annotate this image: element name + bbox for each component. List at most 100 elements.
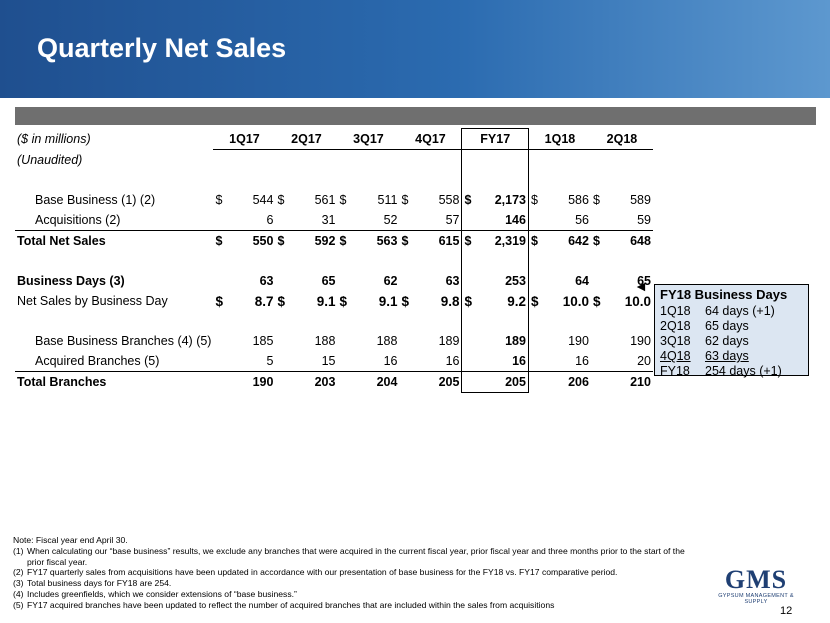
dollar-sign: $ bbox=[592, 234, 600, 248]
callout-title: FY18 Business Days bbox=[660, 287, 788, 302]
footnote-text: Includes greenfields, which we consider … bbox=[27, 588, 297, 599]
cell-value: 563 bbox=[376, 234, 398, 248]
cell-value: 10.0 bbox=[624, 293, 651, 309]
cell-value: 56 bbox=[575, 213, 589, 227]
cell-value: 9.8 bbox=[440, 293, 460, 309]
row-label: Net Sales by Business Day bbox=[17, 294, 168, 308]
table-row: Acquisitions (2) 6 31 52 57 146 56 59 bbox=[15, 210, 653, 231]
footnotes: Note: Fiscal year end April 30. (1) When … bbox=[13, 535, 703, 611]
row-label: Acquisitions (2) bbox=[35, 213, 121, 227]
dollar-sign: $ bbox=[401, 193, 409, 207]
cell-value: 9.1 bbox=[316, 293, 336, 309]
callout-quarter: 3Q18 bbox=[660, 334, 691, 348]
cell-value: 5 bbox=[266, 354, 274, 368]
cell-value: 642 bbox=[568, 234, 589, 248]
cell-value: 210 bbox=[630, 375, 651, 390]
cell-value: 203 bbox=[314, 375, 336, 390]
logo-wordmark: GMS bbox=[724, 565, 788, 594]
row-label: Base Business Branches (4) (5) bbox=[35, 334, 212, 348]
callout-row: FY18 254 days (+1) bbox=[660, 364, 803, 379]
row-label: Acquired Branches (5) bbox=[35, 354, 160, 368]
callout-quarter: 1Q18 bbox=[660, 304, 691, 318]
page-number: 12 bbox=[780, 605, 793, 617]
callout-days: 64 days (+1) bbox=[705, 304, 775, 318]
dollar-sign: $ bbox=[530, 234, 538, 248]
dollar-sign: $ bbox=[215, 293, 223, 309]
footnote-item: (5) FY17 acquired branches have been upda… bbox=[13, 600, 703, 611]
footnote-text: When calculating our “base business” res… bbox=[27, 545, 685, 567]
footnote-key: (3) bbox=[13, 578, 24, 589]
callout-days: 63 days bbox=[705, 349, 749, 363]
callout-quarter: 2Q18 bbox=[660, 319, 691, 333]
cell-value: 592 bbox=[314, 234, 336, 248]
footnote-key: (2) bbox=[13, 567, 24, 578]
callout-row: 3Q18 62 days bbox=[660, 334, 803, 349]
cell-value: 15 bbox=[321, 354, 336, 368]
column-header: 2Q18 bbox=[590, 128, 653, 150]
cell-value: 550 bbox=[252, 234, 274, 248]
total-net-sales-row: Total Net Sales $550 $592 $563 $615 $2,3… bbox=[15, 230, 653, 251]
cell-value: 63 bbox=[445, 274, 460, 288]
column-header: 1Q17 bbox=[213, 128, 276, 150]
dollar-sign: $ bbox=[339, 193, 347, 207]
business-days-row: Business Days (3) 63 65 62 63 253 64 65 bbox=[15, 271, 653, 291]
column-header: 4Q17 bbox=[399, 128, 462, 150]
cell-value: 206 bbox=[568, 375, 589, 390]
cell-value: 648 bbox=[630, 234, 651, 248]
dollar-sign: $ bbox=[592, 293, 601, 309]
dollar-sign: $ bbox=[215, 193, 223, 207]
title-banner: Quarterly Net Sales bbox=[0, 0, 830, 98]
cell-value: 63 bbox=[259, 274, 274, 288]
dollar-sign: $ bbox=[277, 193, 285, 207]
dollar-sign: $ bbox=[401, 293, 409, 309]
dollar-sign: $ bbox=[592, 193, 600, 207]
callout-days: 254 days (+1) bbox=[705, 364, 782, 378]
cell-value: 65 bbox=[637, 274, 651, 288]
dollar-sign: $ bbox=[461, 190, 481, 210]
row-label: Total Branches bbox=[17, 375, 107, 390]
spacer-row bbox=[15, 170, 653, 190]
footnote-intro: Note: Fiscal year end April 30. bbox=[13, 535, 128, 545]
column-header: 3Q17 bbox=[337, 128, 400, 150]
cell-value: 16 bbox=[383, 354, 398, 368]
cell-value: 586 bbox=[568, 193, 589, 207]
footnote-item: (2) FY17 quarterly sales from acquisition… bbox=[13, 567, 703, 578]
footnote-text: FY17 acquired branches have been updated… bbox=[27, 599, 555, 610]
spacer-row bbox=[15, 251, 653, 271]
dollar-sign: $ bbox=[530, 293, 539, 309]
unaudited-label: (Unaudited) bbox=[17, 152, 83, 167]
footnote-key: (5) bbox=[13, 599, 24, 610]
cell-value: 188 bbox=[314, 334, 336, 348]
callout-row: 1Q18 64 days (+1) bbox=[660, 304, 803, 319]
cell-value: 16 bbox=[575, 354, 589, 368]
unit-label: ($ in millions) bbox=[17, 132, 91, 146]
cell-value: 57 bbox=[445, 213, 460, 227]
cell-value: 189 bbox=[461, 331, 529, 351]
cell-value: 16 bbox=[461, 351, 529, 372]
cell-value: 31 bbox=[321, 213, 336, 227]
callout-days: 65 days bbox=[705, 319, 749, 333]
cell-value: 2,173 bbox=[480, 190, 529, 210]
spacer-row bbox=[15, 311, 653, 331]
footnote-key: (1) bbox=[13, 545, 24, 556]
column-header: FY17 bbox=[461, 128, 529, 150]
cell-value: 190 bbox=[630, 334, 651, 348]
column-header: 1Q18 bbox=[528, 128, 591, 150]
cell-value: 6 bbox=[266, 213, 274, 227]
callout-quarter: FY18 bbox=[660, 364, 690, 378]
cell-value: 185 bbox=[252, 334, 274, 348]
footnote-item: (4) Includes greenfields, which we consid… bbox=[13, 589, 703, 600]
row-label: Base Business (1) (2) bbox=[35, 193, 156, 207]
cell-value: 65 bbox=[321, 274, 336, 288]
footnote-text: Total business days for FY18 are 254. bbox=[27, 578, 172, 589]
cell-value: 10.0 bbox=[562, 293, 589, 309]
cell-value: 20 bbox=[637, 354, 651, 368]
cell-value: 64 bbox=[575, 274, 589, 288]
cell-value: 205 bbox=[438, 375, 460, 390]
column-header: 2Q17 bbox=[275, 128, 338, 150]
cell-value: 188 bbox=[376, 334, 398, 348]
cell-value: 62 bbox=[383, 274, 398, 288]
cell-value: 9.2 bbox=[480, 291, 529, 311]
footnote-item: (1) When calculating our “base business” … bbox=[13, 546, 703, 568]
footnote-item: (3) Total business days for FY18 are 254. bbox=[13, 578, 703, 589]
